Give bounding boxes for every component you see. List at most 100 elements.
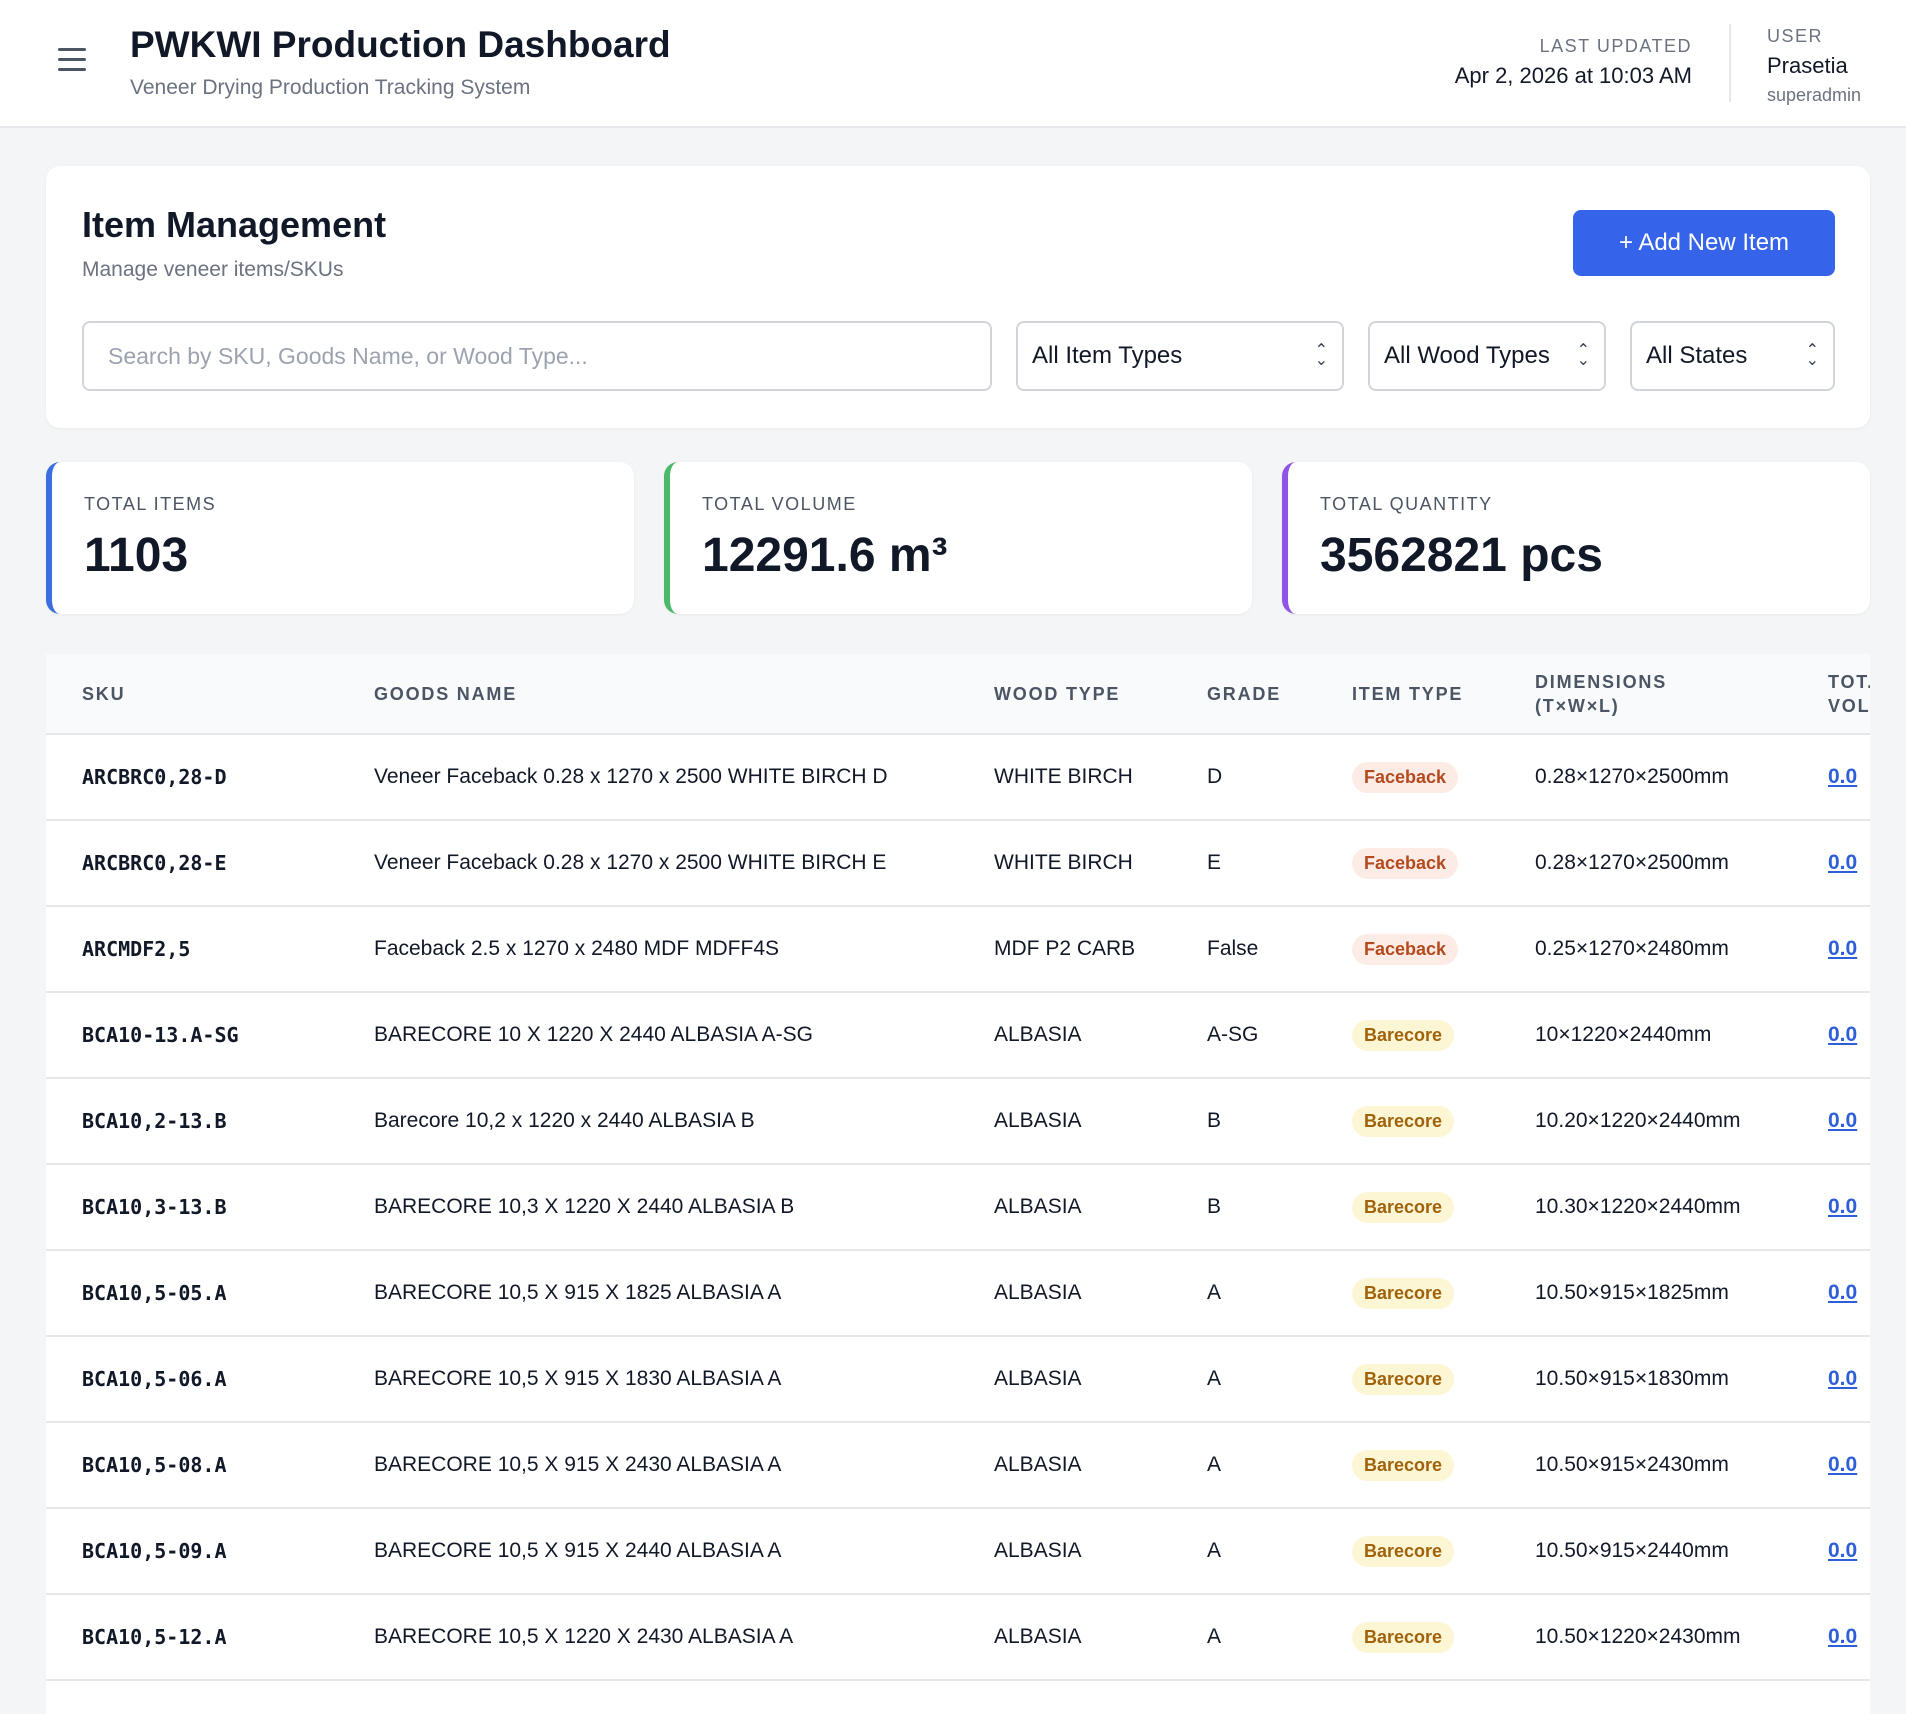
cell-grade: A	[1171, 1336, 1316, 1423]
cell-dimensions: 10.50×915×1830mm	[1499, 1336, 1792, 1423]
stat-value: 3562821 pcs	[1320, 529, 1603, 582]
cell-wood-type: WHITE BIRCH	[958, 820, 1171, 907]
column-header-wood-type[interactable]: WOOD TYPE	[958, 654, 1171, 735]
hamburger-menu-icon[interactable]	[58, 48, 94, 76]
cell-dimensions: 10.20×1220×2440mm	[1499, 1078, 1792, 1165]
cell-goods-name: BARECORE 10,5 X 915 X 2430 ALBASIA A	[338, 1422, 958, 1509]
add-new-item-button[interactable]: + Add New Item	[1573, 210, 1835, 276]
cell-item-type: Barecore	[1316, 1336, 1499, 1423]
header-divider	[1729, 24, 1731, 102]
cell-item-type: Barecore	[1316, 1078, 1499, 1165]
table-row[interactable]: ARCBRC0,28-E Veneer Faceback 0.28 x 1270 …	[46, 820, 1870, 907]
cell-wood-type: ALBASIA	[958, 1250, 1171, 1337]
cell-total-volume: 0.0	[1792, 992, 1870, 1079]
total-volume-link[interactable]: 0.0	[1828, 1109, 1858, 1132]
total-volume-link[interactable]: 0.0	[1828, 1023, 1858, 1046]
cell-item-type: Barecore	[1316, 1508, 1499, 1595]
cell-dimensions: 0.28×1270×2500mm	[1499, 734, 1792, 821]
item-type-select[interactable]: All Item Types ⌃ ⌄	[1016, 321, 1344, 391]
cell-sku: BCA10,5-05.A	[46, 1250, 338, 1337]
item-type-badge: Barecore	[1352, 1535, 1455, 1567]
cell-dimensions: 0.28×1270×2500mm	[1499, 820, 1792, 907]
top-header: PWKWI Production Dashboard Veneer Drying…	[0, 0, 1906, 128]
cell-grade: False	[1171, 906, 1316, 993]
cell-item-type: Barecore	[1316, 992, 1499, 1079]
table-row[interactable]: BCA10,3-13.B BARECORE 10,3 X 1220 X 2440 …	[46, 1164, 1870, 1251]
total-volume-link[interactable]: 0.0	[1828, 1195, 1858, 1218]
chevron-up-down-icon: ⌃ ⌄	[1805, 342, 1819, 369]
table-row[interactable]: BCA10,5-09.A BARECORE 10,5 X 915 X 2440 A…	[46, 1508, 1870, 1595]
items-table-container[interactable]: SKU GOODS NAME WOOD TYPE GRADE ITEM TYPE…	[46, 654, 1870, 1714]
table-row[interactable]: BCA10-13.A-SG BARECORE 10 X 1220 X 2440 A…	[46, 992, 1870, 1079]
column-header-total-volume[interactable]: TOT. VOL	[1792, 654, 1870, 735]
cell-grade: A	[1171, 1508, 1316, 1595]
total-volume-header-line-1: TOT.	[1828, 671, 1870, 692]
table-header-row: SKU GOODS NAME WOOD TYPE GRADE ITEM TYPE…	[46, 654, 1870, 735]
stat-card-total-quantity: TOTAL QUANTITY 3562821 pcs	[1282, 462, 1870, 614]
dimensions-header-line-2: (T×W×L)	[1535, 695, 1620, 716]
item-type-badge: Barecore	[1352, 1019, 1455, 1051]
table-row[interactable]: BCA10,5-06.A BARECORE 10,5 X 915 X 1830 A…	[46, 1336, 1870, 1423]
cell-dimensions: 10.50×1220×2430mm	[1499, 1594, 1792, 1681]
total-volume-link[interactable]: 0.0	[1828, 1625, 1858, 1648]
cell-goods-name: Veneer Faceback 0.28 x 1270 x 2500 WHITE…	[338, 734, 958, 821]
column-header-sku[interactable]: SKU	[46, 654, 338, 735]
item-type-badge: Barecore	[1352, 1363, 1455, 1395]
total-volume-link[interactable]: 0.0	[1828, 851, 1858, 874]
page-subtitle: Manage veneer items/SKUs	[82, 258, 344, 281]
stat-card-total-items: TOTAL ITEMS 1103	[46, 462, 634, 614]
wood-type-select[interactable]: All Wood Types ⌃ ⌄	[1368, 321, 1606, 391]
table-row[interactable]: BCA10,5-08.A BARECORE 10,5 X 915 X 2430 A…	[46, 1422, 1870, 1509]
table-row[interactable]: BCA10,5-05.A BARECORE 10,5 X 915 X 1825 A…	[46, 1250, 1870, 1337]
app-title: PWKWI Production Dashboard	[130, 24, 671, 65]
cell-sku: BCA10,5-09.A	[46, 1508, 338, 1595]
last-updated: LAST UPDATED Apr 2, 2026 at 10:03 AM	[1455, 36, 1692, 89]
stat-label: TOTAL ITEMS	[84, 494, 217, 514]
cell-item-type: Faceback	[1316, 820, 1499, 907]
cell-wood-type: MDF P2 CARB	[958, 906, 1171, 993]
cell-total-volume: 0.0	[1792, 734, 1870, 821]
total-volume-link[interactable]: 0.0	[1828, 1539, 1858, 1562]
cell-grade: A-SG	[1171, 992, 1316, 1079]
state-select[interactable]: All States ⌃ ⌄	[1630, 321, 1835, 391]
table-row[interactable]: BCA10,5-12.A BARECORE 10,5 X 1220 X 2430 …	[46, 1594, 1870, 1681]
items-table: SKU GOODS NAME WOOD TYPE GRADE ITEM TYPE…	[46, 654, 1870, 1681]
cell-sku: BCA10,5-06.A	[46, 1336, 338, 1423]
total-volume-link[interactable]: 0.0	[1828, 937, 1858, 960]
cell-dimensions: 10.50×915×2440mm	[1499, 1508, 1792, 1595]
table-row[interactable]: ARCBRC0,28-D Veneer Faceback 0.28 x 1270 …	[46, 734, 1870, 821]
table-row[interactable]: BCA10,2-13.B Barecore 10,2 x 1220 x 2440 …	[46, 1078, 1870, 1165]
column-header-goods-name[interactable]: GOODS NAME	[338, 654, 958, 735]
total-volume-header-line-2: VOL	[1828, 695, 1870, 716]
app-subtitle: Veneer Drying Production Tracking System	[130, 76, 531, 99]
cell-sku: ARCBRC0,28-E	[46, 820, 338, 907]
cell-goods-name: BARECORE 10,5 X 915 X 2440 ALBASIA A	[338, 1508, 958, 1595]
cell-goods-name: BARECORE 10 X 1220 X 2440 ALBASIA A-SG	[338, 992, 958, 1079]
total-volume-link[interactable]: 0.0	[1828, 1367, 1858, 1390]
cell-grade: E	[1171, 820, 1316, 907]
column-header-dimensions[interactable]: DIMENSIONS (T×W×L)	[1499, 654, 1792, 735]
cell-wood-type: ALBASIA	[958, 1594, 1171, 1681]
item-type-badge: Barecore	[1352, 1449, 1455, 1481]
cell-dimensions: 10×1220×2440mm	[1499, 992, 1792, 1079]
cell-grade: B	[1171, 1164, 1316, 1251]
cell-total-volume: 0.0	[1792, 820, 1870, 907]
search-input[interactable]	[82, 321, 992, 391]
cell-goods-name: BARECORE 10,5 X 915 X 1830 ALBASIA A	[338, 1336, 958, 1423]
cell-dimensions: 0.25×1270×2480mm	[1499, 906, 1792, 993]
last-updated-label: LAST UPDATED	[1539, 36, 1692, 56]
total-volume-link[interactable]: 0.0	[1828, 1281, 1858, 1304]
cell-sku: BCA10,5-08.A	[46, 1422, 338, 1509]
cell-item-type: Barecore	[1316, 1164, 1499, 1251]
column-header-item-type[interactable]: ITEM TYPE	[1316, 654, 1499, 735]
page-title: Item Management	[82, 204, 387, 245]
cell-dimensions: 10.50×915×2430mm	[1499, 1422, 1792, 1509]
table-row[interactable]: ARCMDF2,5 Faceback 2.5 x 1270 x 2480 MDF …	[46, 906, 1870, 993]
total-volume-link[interactable]: 0.0	[1828, 765, 1858, 788]
total-volume-link[interactable]: 0.0	[1828, 1453, 1858, 1476]
chevron-up-down-icon: ⌃ ⌄	[1576, 342, 1590, 369]
cell-sku: BCA10,2-13.B	[46, 1078, 338, 1165]
chevron-up-down-icon: ⌃ ⌄	[1314, 342, 1328, 369]
item-management-card: Item Management Manage veneer items/SKUs…	[46, 166, 1870, 428]
column-header-grade[interactable]: GRADE	[1171, 654, 1316, 735]
